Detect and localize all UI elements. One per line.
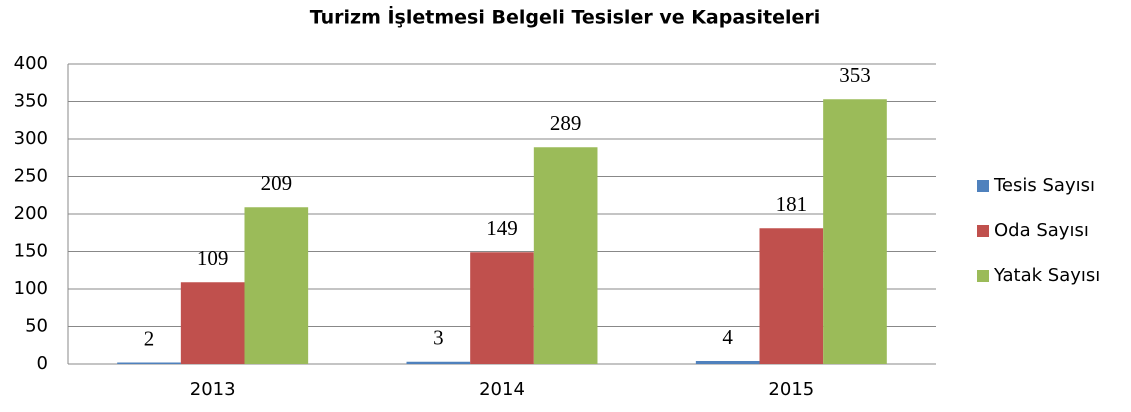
y-tick-label: 150 bbox=[14, 241, 48, 262]
y-tick-label: 100 bbox=[14, 278, 48, 299]
y-tick-label: 50 bbox=[25, 316, 48, 337]
data-label: 353 bbox=[839, 63, 871, 87]
data-label: 289 bbox=[550, 111, 582, 135]
bar bbox=[117, 362, 181, 364]
legend-label: Oda Sayısı bbox=[994, 220, 1089, 241]
legend-swatch bbox=[977, 225, 989, 237]
x-tick-label: 2014 bbox=[479, 379, 525, 400]
bar bbox=[180, 282, 245, 364]
y-tick-label: 400 bbox=[14, 53, 48, 74]
legend-swatch bbox=[977, 180, 989, 192]
legend-swatch bbox=[977, 270, 989, 282]
y-tick-label: 0 bbox=[37, 353, 48, 374]
data-label: 3 bbox=[433, 326, 444, 350]
y-tick-label: 300 bbox=[14, 128, 48, 149]
data-label: 149 bbox=[486, 216, 518, 240]
data-label: 181 bbox=[776, 192, 808, 216]
y-tick-label: 350 bbox=[14, 91, 48, 112]
data-label: 4 bbox=[722, 325, 733, 349]
bar bbox=[244, 207, 309, 364]
bar bbox=[533, 147, 598, 364]
x-tick-label: 2013 bbox=[190, 379, 236, 400]
bar bbox=[759, 228, 824, 364]
bar bbox=[406, 361, 471, 364]
legend-label: Yatak Sayısı bbox=[993, 265, 1100, 286]
legend-label: Tesis Sayısı bbox=[993, 175, 1095, 196]
chart-title: Turizm İşletmesi Belgeli Tesisler ve Kap… bbox=[310, 5, 821, 29]
data-label: 2 bbox=[144, 326, 155, 350]
y-tick-label: 250 bbox=[14, 166, 48, 187]
x-tick-label: 2015 bbox=[768, 379, 814, 400]
data-label: 109 bbox=[197, 246, 229, 270]
y-tick-label: 200 bbox=[14, 203, 48, 224]
bar bbox=[823, 99, 887, 364]
bar bbox=[470, 252, 534, 364]
bar bbox=[695, 361, 760, 364]
data-label: 209 bbox=[261, 171, 293, 195]
